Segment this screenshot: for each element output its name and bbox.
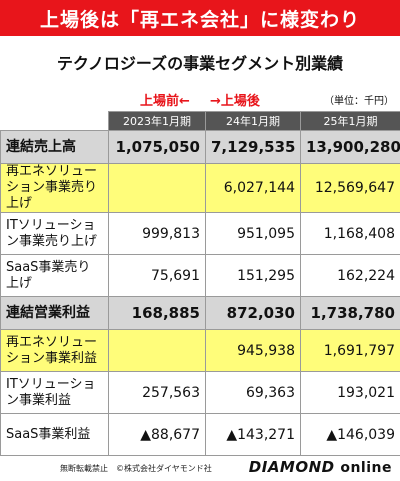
logo-text-sub: online — [340, 460, 392, 476]
logo-text-main: DIAMOND — [248, 458, 335, 476]
table-cell: 193,021 — [300, 371, 400, 414]
table-cell: 69,363 — [205, 371, 301, 414]
page-subtitle: テクノロジーズの事業セグメント別業績 — [56, 54, 344, 73]
table-row: ITソリューション事業利益 257,563 69,363 193,021 — [0, 371, 400, 414]
table-cell: 1,075,050 — [108, 130, 206, 164]
table-cell: 1,691,797 — [300, 329, 400, 372]
table-cell: 7,129,535 — [205, 130, 301, 164]
footer: 無断転載禁止 ©株式会社ダイヤモンド社 DIAMOND online — [0, 458, 400, 481]
table-row: SaaS事業売り上げ 75,691 151,295 162,224 — [0, 254, 400, 297]
row-label: 連結営業利益 — [0, 296, 109, 330]
table-cell — [108, 163, 206, 213]
title-banner: 上場後は「再エネ会社」に様変わり — [0, 0, 400, 36]
banner-title: 上場後は「再エネ会社」に様変わり — [39, 8, 360, 31]
table-cell: 945,938 — [205, 329, 301, 372]
table-cell: 13,900,280 — [300, 130, 400, 164]
table-cell: 162,224 — [300, 254, 400, 297]
table-row: 再エネソリューション事業売り上げ 6,027,144 12,569,647 — [0, 163, 400, 213]
row-label: 再エネソリューション事業売り上げ — [0, 163, 109, 213]
before-listing-label: 上場前← — [140, 94, 190, 109]
row-label: SaaS事業売り上げ — [0, 254, 109, 297]
row-label: 再エネソリューション事業利益 — [0, 329, 109, 372]
table-row: 再エネソリューション事業利益 945,938 1,691,797 — [0, 329, 400, 372]
table-cell: 1,738,780 — [300, 296, 400, 330]
table-cell — [108, 329, 206, 372]
header-corner-cell — [0, 111, 109, 131]
row-label: ITソリューション事業利益 — [0, 371, 109, 414]
table-cell: ▲88,677 — [108, 413, 206, 456]
table-cell: ▲143,271 — [205, 413, 301, 456]
diamond-online-logo: DIAMOND online — [249, 458, 392, 476]
table-cell: ▲146,039 — [300, 413, 400, 456]
table-cell: 872,030 — [205, 296, 301, 330]
table-header-row: 2023年1月期 24年1月期 25年1月期 — [0, 111, 400, 131]
copyright-notice: 無断転載禁止 ©株式会社ダイヤモンド社 — [60, 464, 212, 473]
table-cell: 12,569,647 — [300, 163, 400, 213]
table-cell: 257,563 — [108, 371, 206, 414]
table-cell: 951,095 — [205, 212, 301, 255]
column-header: 25年1月期 — [300, 111, 400, 131]
segment-results-table: 2023年1月期 24年1月期 25年1月期 連結売上高 1,075,050 7… — [0, 111, 400, 456]
table-row: ITソリューション事業売り上げ 999,813 951,095 1,168,40… — [0, 212, 400, 255]
row-label: SaaS事業利益 — [0, 413, 109, 456]
table-cell: 1,168,408 — [300, 212, 400, 255]
table-cell: 75,691 — [108, 254, 206, 297]
table-cell: 999,813 — [108, 212, 206, 255]
table-cell: 168,885 — [108, 296, 206, 330]
column-header: 2023年1月期 — [108, 111, 206, 131]
table-cell: 151,295 — [205, 254, 301, 297]
unit-label: （単位：千円） — [324, 96, 394, 107]
listing-annotation-row: 上場前← →上場後 （単位：千円） — [0, 90, 400, 109]
column-header: 24年1月期 — [205, 111, 301, 131]
row-label: 連結売上高 — [0, 130, 109, 164]
table-row: 連結営業利益 168,885 872,030 1,738,780 — [0, 296, 400, 330]
table-row: 連結売上高 1,075,050 7,129,535 13,900,280 — [0, 130, 400, 164]
table-row: SaaS事業利益 ▲88,677 ▲143,271 ▲146,039 — [0, 413, 400, 456]
row-label: ITソリューション事業売り上げ — [0, 212, 109, 255]
table-cell: 6,027,144 — [205, 163, 301, 213]
after-listing-label: →上場後 — [210, 94, 260, 109]
